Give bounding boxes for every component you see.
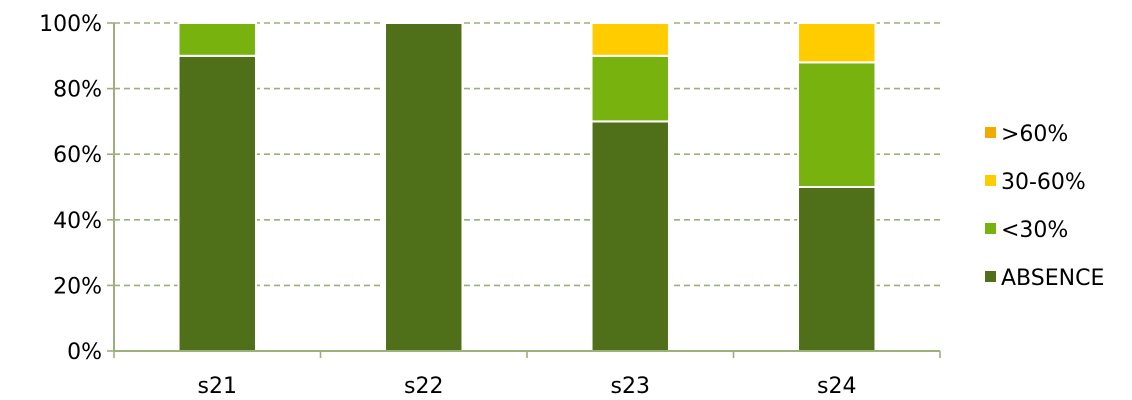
legend-label-2: <30% [1001,218,1068,243]
y-tick-label-4: 80% [53,78,102,103]
bars [177,22,877,353]
y-tick-label-2: 40% [53,209,102,234]
legend-swatch-0 [985,127,996,138]
y-tick-label-5: 100% [39,12,102,37]
x-tick-label-2: s23 [611,374,650,396]
bar-s21-0 [177,54,257,353]
legend-label-3: ABSENCE [1001,266,1104,291]
bar-s23-2 [590,22,670,57]
bar-s21-1 [177,22,257,57]
bar-s24-0 [797,186,877,352]
legend-swatch-3 [985,271,996,282]
legend-swatch-1 [985,175,996,186]
bar-s24-2 [797,22,877,64]
legend-swatch-2 [985,223,996,234]
bar-s23-0 [590,120,670,353]
x-tick-label-0: s21 [198,374,237,396]
x-tick-label-3: s24 [817,374,856,396]
legend-label-0: >60% [1001,122,1068,147]
gridlines [114,22,940,287]
bar-s23-1 [590,54,670,123]
x-tick-label-1: s22 [404,374,443,396]
y-tick-label-0: 0% [67,340,102,365]
bar-s22-0 [384,22,464,352]
axes: 0% 20% 40% 60% 80% 100% s21 s22 s23 s24 [39,12,941,399]
legend-label-1: 30-60% [1001,170,1086,195]
legend: >60% 30-60% <30% ABSENCE [985,122,1104,291]
y-tick-label-1: 20% [53,274,102,299]
y-tick-label-3: 60% [53,143,102,168]
bar-s24-1 [797,61,877,188]
